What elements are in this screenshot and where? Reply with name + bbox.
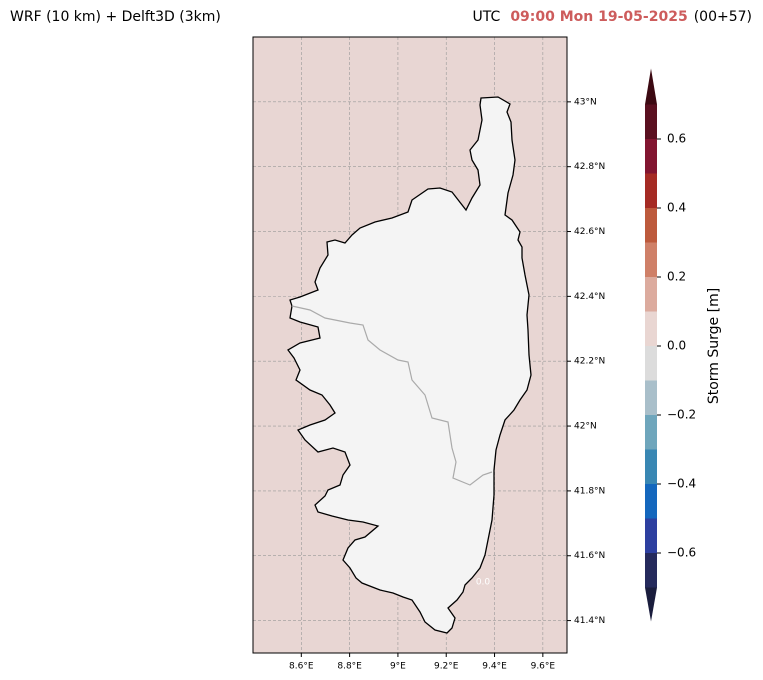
colorbar-tick-label: −0.2 <box>667 408 696 422</box>
y-tick-label: 41.4°N <box>574 616 605 626</box>
colorbar-band <box>645 277 657 312</box>
y-tick-label: 43°N <box>574 97 597 107</box>
colorbar-extend-high <box>645 68 657 105</box>
colorbar-band <box>645 553 657 588</box>
y-tick-label: 41.6°N <box>574 551 605 561</box>
colorbar-band <box>645 449 657 484</box>
colorbar-tick-label: 0.4 <box>667 201 686 215</box>
y-tick-label: 41.8°N <box>574 486 605 496</box>
x-tick-label: 9.4°E <box>482 662 507 672</box>
title-prefix: UTC <box>473 9 501 25</box>
x-tick-label: 9.6°E <box>531 662 556 672</box>
colorbar-tick-label: 0.6 <box>667 132 686 146</box>
colorbar-label: Storm Surge [m] <box>706 288 722 404</box>
region-border <box>291 305 493 486</box>
colorbar-band <box>645 346 657 381</box>
colorbar-tick-label: −0.6 <box>667 546 696 560</box>
y-tick-label: 42.6°N <box>574 227 605 237</box>
colorbar-band <box>645 139 657 174</box>
colorbar-band <box>645 311 657 346</box>
title-time: 09:00 Mon 19-05-2025 <box>510 9 687 25</box>
colorbar-band <box>645 518 657 553</box>
x-tick-label: 9°E <box>390 662 406 672</box>
colorbar-band <box>645 104 657 139</box>
colorbar-tick-label: 0.2 <box>667 270 686 284</box>
y-tick-label: 42.2°N <box>574 357 605 367</box>
colorbar-band <box>645 242 657 277</box>
title-left: WRF (10 km) + Delft3D (3km) <box>10 9 221 25</box>
map-frame <box>252 36 568 654</box>
colorbar-tick-label: −0.4 <box>667 477 696 491</box>
colorbar-extend-low <box>645 587 657 622</box>
colorbar-band <box>645 484 657 519</box>
x-tick-label: 8.8°E <box>337 662 362 672</box>
corsica-coastline <box>287 96 532 634</box>
title-lead: (00+57) <box>694 9 752 25</box>
colorbar-band <box>645 173 657 208</box>
colorbar-band <box>645 208 657 243</box>
title-right: UTC 09:00 Mon 19-05-2025 (00+57) <box>473 9 752 25</box>
colorbar-band <box>645 380 657 415</box>
colorbar-tick-label: 0.0 <box>667 339 686 353</box>
contour-label: 0.0 <box>476 578 491 588</box>
x-tick-label: 9.2°E <box>434 662 459 672</box>
y-tick-label: 42°N <box>574 422 597 432</box>
y-tick-label: 42.4°N <box>574 292 605 302</box>
x-tick-label: 8.6°E <box>289 662 314 672</box>
y-tick-label: 42.8°N <box>574 162 605 172</box>
colorbar-band <box>645 415 657 450</box>
